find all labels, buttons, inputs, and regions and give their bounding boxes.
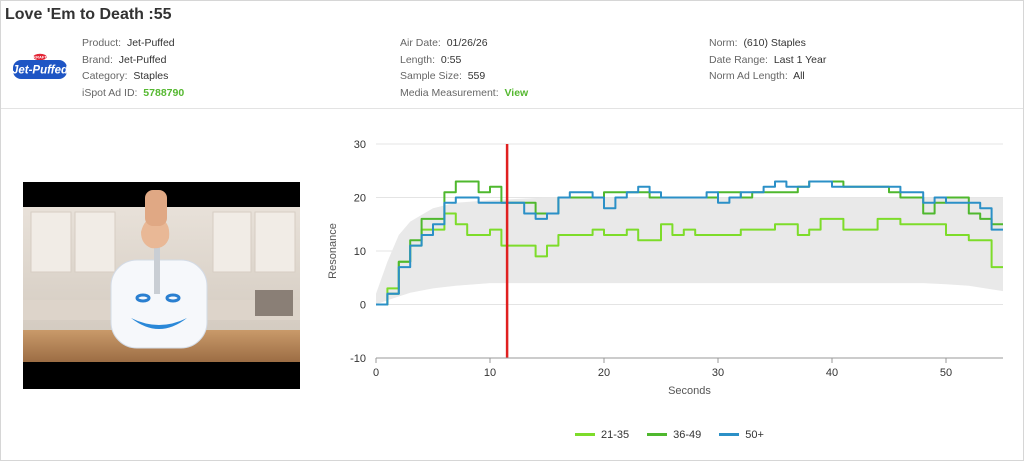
logo-badge-text: KRAFT (33, 55, 47, 60)
series-layer (376, 180, 1003, 306)
legend-swatch (647, 433, 668, 436)
x-tick-label: 20 (598, 367, 610, 379)
ad-id-link[interactable]: 5788790 (143, 86, 185, 99)
header-divider (1, 108, 1023, 109)
logo-text: Jet-Puffed (12, 65, 68, 77)
legend-swatch (575, 433, 595, 436)
info-column-1: Product: Jet-Puffed Brand: Jet-Puffed Ca… (82, 35, 184, 101)
chart-legend: 21-35 36-49 50+ (575, 427, 782, 441)
series-line-50+ (376, 180, 1003, 306)
series-line-21-35 (376, 212, 1003, 306)
legend-label: 36-49 (673, 428, 702, 441)
legend-item-36-49[interactable]: 36-49 (647, 429, 701, 441)
y-tick-label: 0 (360, 300, 366, 312)
info-row-category: Category: Staples (82, 70, 169, 82)
y-tick-label: 20 (354, 193, 366, 205)
info-row-product: Product: Jet-Puffed (82, 37, 175, 49)
info-row-date-range: Date Range: Last 1 Year (709, 53, 827, 66)
info-column-3: Norm: (610) Staples Date Range: Last 1 Y… (709, 35, 826, 85)
y-tick-label: 10 (354, 246, 366, 258)
info-row-media-measurement: Media Measurement: View (400, 86, 529, 99)
legend-item-50+[interactable]: 50+ (719, 429, 764, 441)
info-row-air-date: Air Date: 01/26/26 (400, 37, 488, 49)
axis-layer: -10 0 10 20 30 0 10 20 30 40 50 Seconds Resonance (327, 139, 1003, 397)
y-axis-title: Resonance (327, 223, 339, 279)
x-tick-label: 10 (484, 367, 496, 379)
x-tick-label: 40 (826, 367, 838, 379)
x-tick-label: 30 (712, 367, 724, 379)
legend-swatch (719, 433, 740, 436)
x-axis-title: Seconds (668, 385, 711, 397)
ad-title: Love 'Em to Death :55 (5, 6, 172, 23)
media-measurement-view-link[interactable]: View (504, 86, 529, 99)
info-row-length: Length: 0:55 (400, 53, 462, 66)
norm-band (376, 197, 1003, 305)
x-tick-label: 50 (940, 367, 952, 379)
video-thumbnail[interactable] (23, 182, 300, 389)
legend-label: 50+ (745, 428, 764, 441)
resonance-chart: -10 0 10 20 30 0 10 20 30 40 50 Seconds Resonance (327, 139, 1003, 397)
legend-item-21-35[interactable]: 21-35 (575, 429, 629, 441)
y-tick-label: 30 (354, 139, 366, 151)
legend-label: 21-35 (601, 428, 630, 441)
jet-puffed-logo: KRAFT Jet-Puffed (12, 53, 68, 79)
x-tick-label: 0 (373, 367, 379, 379)
info-row-sample-size: Sample Size: 559 (400, 70, 486, 82)
info-row-norm-ad-length: Norm Ad Length: All (709, 70, 805, 82)
norm-band-layer (376, 197, 1003, 305)
info-column-2: Air Date: 01/26/26 Length: 0:55 Sample S… (400, 35, 528, 101)
marshmallow-ad-thumbnail (23, 182, 300, 389)
y-tick-label: -10 (350, 353, 366, 365)
info-row-norm: Norm: (610) Staples (709, 37, 806, 49)
info-row-brand: Brand: Jet-Puffed (82, 53, 167, 66)
info-row-ad-id: iSpot Ad ID: 5788790 (82, 86, 185, 99)
